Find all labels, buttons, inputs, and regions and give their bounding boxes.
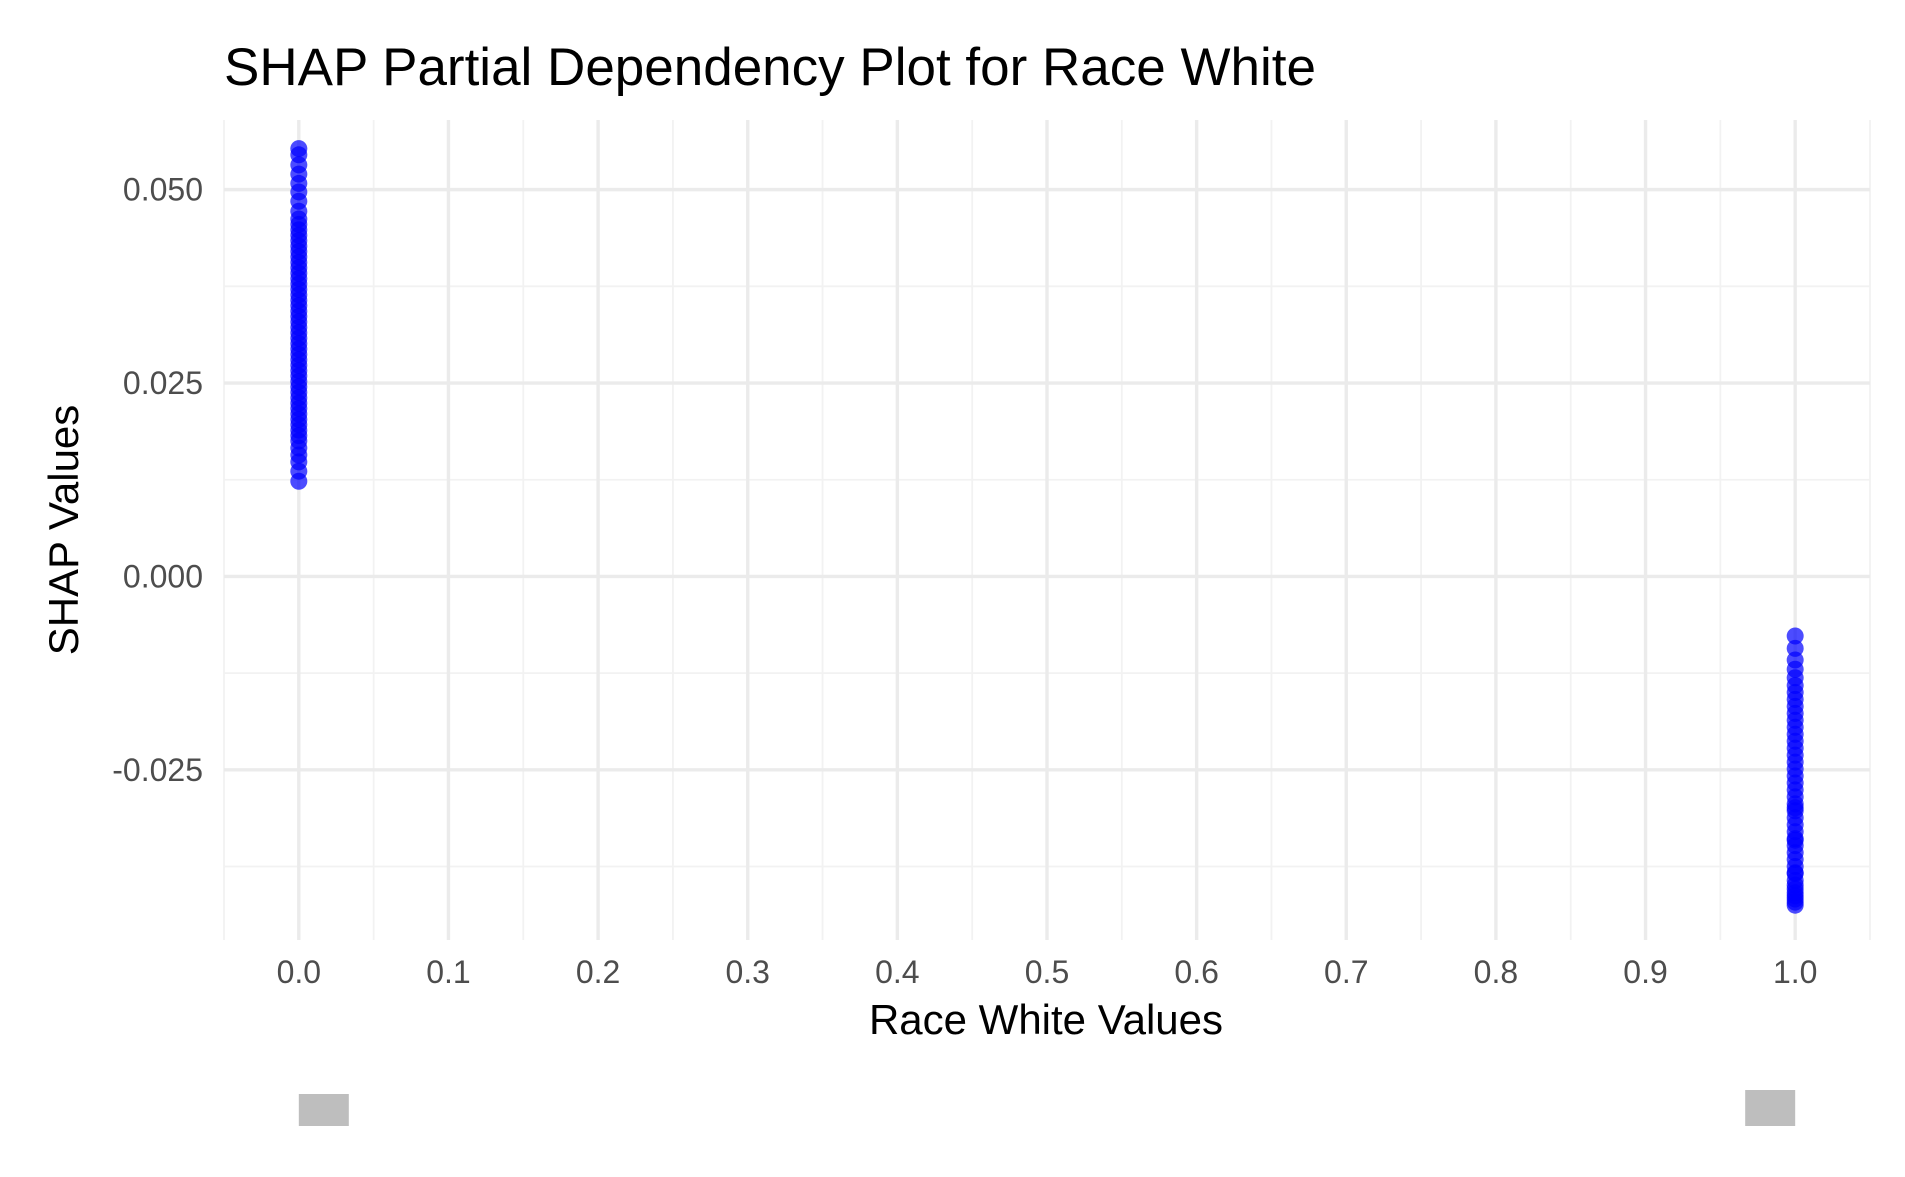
x-tick-label: 0.9 — [1623, 954, 1667, 990]
marginal-mark — [1745, 1090, 1796, 1126]
x-tick-label: 0.1 — [426, 954, 470, 990]
x-tick-label: 0.3 — [725, 954, 769, 990]
data-points — [290, 140, 1804, 914]
y-tick-label: 0.050 — [123, 172, 203, 208]
data-point — [1786, 896, 1804, 914]
data-point — [1786, 627, 1804, 645]
x-tick-label: 1.0 — [1773, 954, 1817, 990]
y-axis-ticks: -0.025 0.000 0.025 0.050 — [112, 172, 203, 788]
marginal-mark — [298, 1094, 349, 1126]
x-tick-label: 0.0 — [277, 954, 321, 990]
grid-lines — [223, 120, 1871, 940]
data-point — [1786, 799, 1804, 817]
x-tick-label: 0.8 — [1474, 954, 1518, 990]
x-tick-label: 0.5 — [1025, 954, 1069, 990]
x-axis-title: Race White Values — [869, 996, 1223, 1043]
x-tick-label: 0.4 — [875, 954, 919, 990]
marginal-marks — [298, 1090, 1796, 1126]
x-tick-label: 0.6 — [1174, 954, 1218, 990]
chart-title: SHAP Partial Dependency Plot for Race Wh… — [224, 38, 1316, 97]
x-tick-label: 0.7 — [1324, 954, 1368, 990]
data-point — [1786, 864, 1804, 882]
x-axis-ticks: 0.0 0.1 0.2 0.3 0.4 0.5 0.6 0.7 0.8 0.9 1.0 — [277, 954, 1818, 990]
data-point — [290, 472, 308, 490]
y-tick-label: 0.000 — [123, 558, 203, 594]
y-tick-label: -0.025 — [112, 752, 203, 788]
y-axis-title: SHAP Values — [40, 405, 87, 656]
data-point — [1786, 831, 1804, 849]
x-tick-label: 0.2 — [576, 954, 620, 990]
y-tick-label: 0.025 — [123, 365, 203, 401]
